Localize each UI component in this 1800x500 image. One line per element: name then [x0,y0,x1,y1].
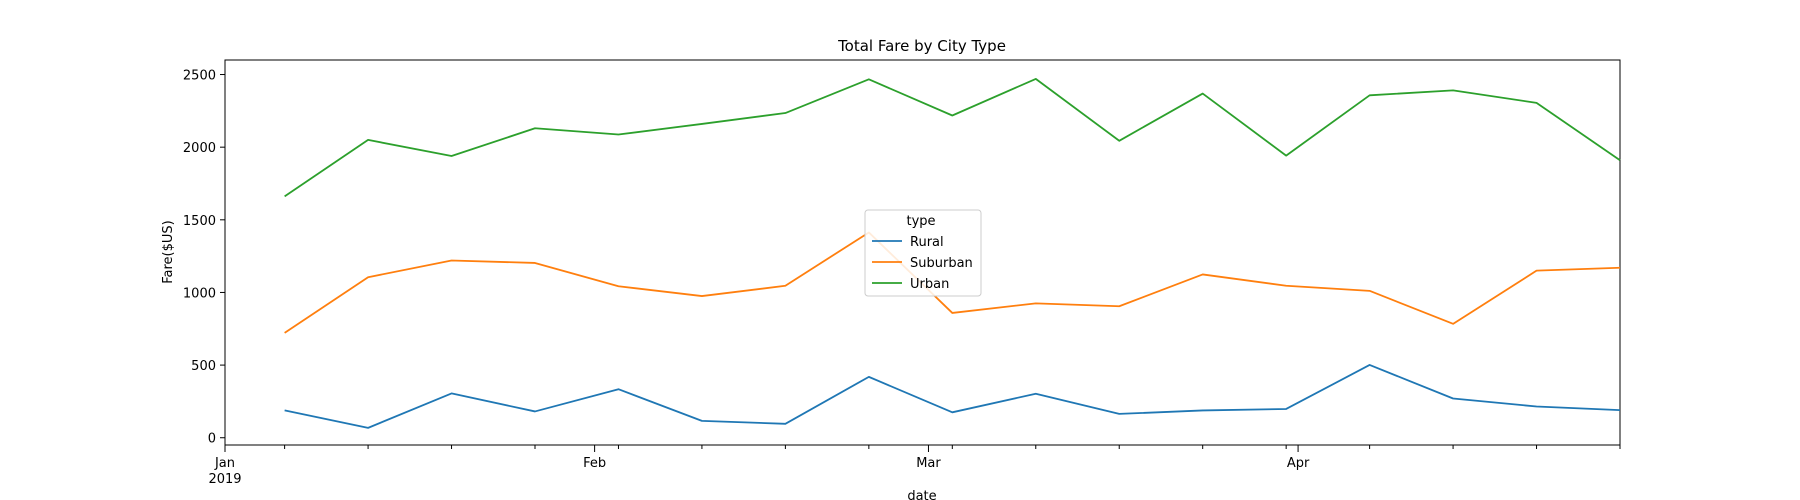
legend: type Rural Suburban Urban [864,209,982,297]
legend-label-rural: Rural [910,235,944,250]
x-tick-sublabel: 2019 [208,472,241,487]
plot-area-frame [224,59,1621,446]
y-axis: 0 500 1000 1500 2000 2500 [183,69,225,447]
series-line-suburban [284,231,1621,334]
y-axis-title: Fare($US) [161,220,176,284]
legend-box [864,209,982,297]
legend-title: type [906,214,935,229]
y-tick-label: 500 [191,359,216,374]
x-tick-label: Jan [214,456,235,471]
y-tick-label: 2500 [183,69,216,84]
y-tick-label: 1500 [183,214,216,229]
x-tick-label: Feb [583,456,606,471]
y-tick-label: 1000 [183,286,216,301]
x-tick-label: Apr [1287,456,1310,471]
chart-title: Total Fare by City Type [837,37,1006,55]
legend-label-suburban: Suburban [910,256,973,271]
y-tick-label: 0 [208,432,216,447]
series-layer [284,77,1621,429]
series-line-urban [284,77,1621,198]
legend-label-urban: Urban [910,277,949,292]
x-axis-title: date [907,489,936,500]
series-line-rural [284,364,1621,429]
y-tick-label: 2000 [183,141,216,156]
x-tick-label: Mar [916,456,941,471]
